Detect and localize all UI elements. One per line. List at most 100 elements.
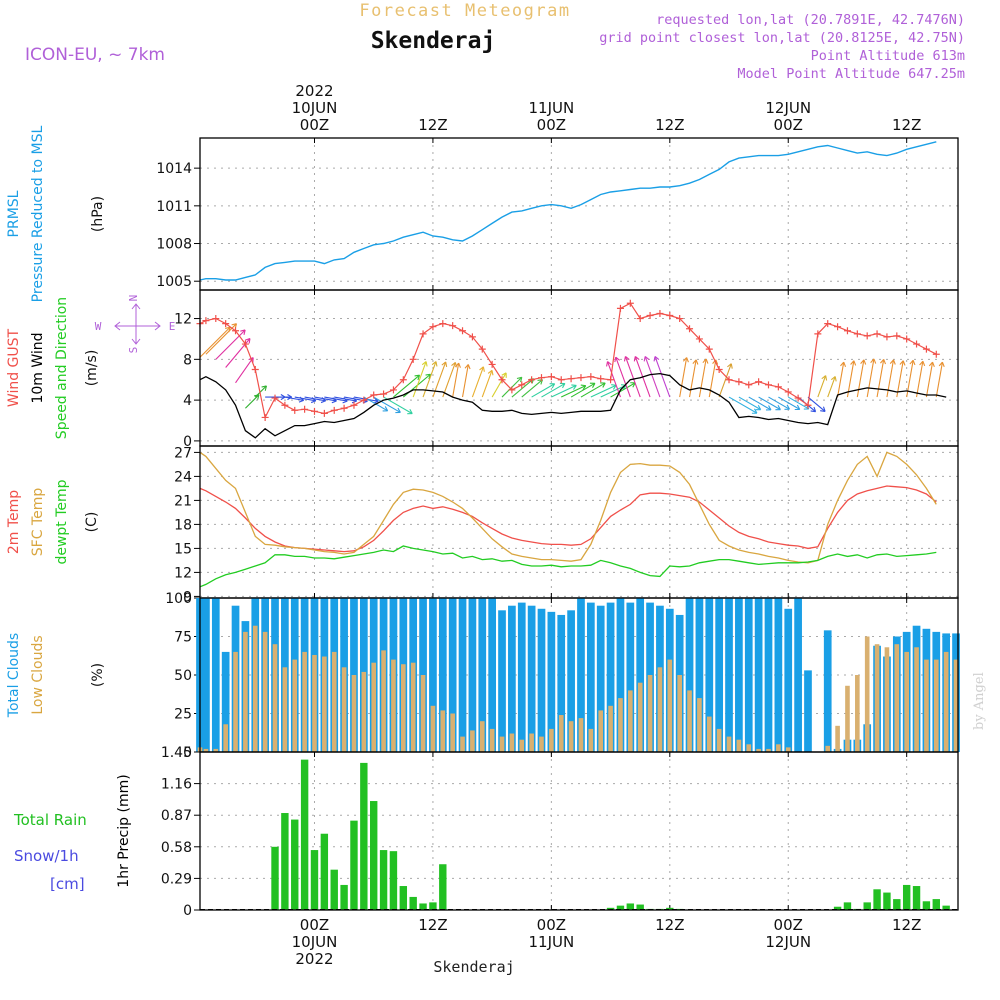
low-cloud-bar	[785, 747, 791, 752]
y-tick-label: 1014	[156, 161, 192, 177]
gust-marker	[903, 335, 911, 343]
gust-marker	[883, 333, 891, 341]
wind-barb	[481, 370, 493, 398]
rain-bar	[932, 899, 940, 910]
rain-bar	[912, 886, 921, 910]
panel-ylabel: 10m Wind	[30, 332, 46, 403]
y-tick-label: 0.29	[161, 871, 192, 887]
wind-barb-head	[382, 406, 389, 412]
wind-barb	[254, 385, 267, 398]
low-cloud-bar	[331, 651, 337, 752]
wind-barb	[531, 383, 555, 398]
wind-barb	[491, 372, 507, 398]
wind-barb-head	[794, 404, 801, 411]
gust-marker	[834, 323, 842, 331]
model-name: ICON-EU, ~ 7km	[25, 45, 165, 65]
total-cloud-bar	[527, 605, 536, 752]
y-tick-label: 8	[183, 352, 192, 368]
wind-barb	[561, 385, 586, 398]
low-cloud-bar	[489, 728, 495, 752]
gust-marker	[577, 374, 585, 382]
panel-ylabel: SFC Temp	[30, 488, 46, 557]
wind-barb	[422, 361, 437, 398]
low-cloud-bar	[953, 659, 959, 752]
wind-barb	[896, 360, 904, 398]
temperature-panel: 9 12 15 18 21 24 27 2m Temp SFC Temp dewpt Temp (C…	[6, 445, 959, 605]
y-tick-label: 0	[183, 745, 192, 761]
wind-barb	[205, 323, 237, 355]
wind-panel: 0 4 8 12 Wind GUST 10m Wind Speed and Directio…	[0, 0, 959, 450]
wind-barb-head	[692, 359, 699, 365]
low-cloud-bar	[855, 675, 860, 752]
low-cloud-bar	[578, 718, 584, 752]
gust-marker	[528, 376, 536, 384]
bottom-tick-label: 10JUN	[292, 933, 338, 951]
total-cloud-bar	[804, 670, 812, 752]
low-cloud-bar	[233, 651, 238, 752]
sfc-temp-line	[199, 451, 937, 564]
gust-marker	[695, 335, 703, 343]
gust-marker	[774, 383, 782, 391]
wind-barb	[600, 384, 627, 398]
top-tick-label: 10JUN	[292, 99, 338, 117]
low-cloud-bar	[598, 710, 604, 752]
total-cloud-bar	[488, 598, 496, 752]
low-cloud-bar	[479, 721, 485, 752]
wind-barb-head	[821, 375, 828, 381]
rain-bar	[843, 902, 852, 910]
low-cloud-bar	[558, 715, 564, 752]
low-cloud-bar	[835, 725, 840, 752]
panel-unit: (C)	[84, 512, 100, 533]
wind-barb	[521, 379, 543, 398]
gust-marker	[804, 401, 812, 409]
y-tick-label: 100	[165, 591, 192, 607]
wind-barb-head	[653, 356, 660, 362]
wind-barb	[837, 362, 845, 398]
wind-barb-head	[682, 357, 689, 363]
wind-barb-head	[765, 405, 772, 411]
panel-ylabel: dewpt Temp	[54, 479, 70, 564]
low-cloud-bar	[884, 647, 890, 752]
total-cloud-bar	[478, 598, 487, 752]
wind-barb-head	[431, 361, 438, 367]
wind-barb	[886, 359, 895, 398]
gust-marker	[310, 407, 318, 415]
wind-barb-head	[870, 358, 877, 364]
rain-bar	[419, 903, 427, 910]
rain-bar	[893, 899, 901, 910]
low-cloud-bar	[924, 659, 929, 752]
low-cloud-bar	[450, 713, 455, 752]
wind-barb-head	[571, 384, 577, 390]
bottom-tick-label: 00Z	[300, 916, 329, 934]
wind-barb	[541, 383, 566, 398]
gust-marker	[478, 345, 486, 353]
wind-barb	[615, 356, 631, 398]
low-cloud-bar	[420, 675, 426, 752]
gust-marker	[656, 309, 664, 317]
gust-marker	[498, 376, 506, 384]
low-cloud-bar	[845, 685, 850, 752]
gridpoint-coords: grid point closest lon,lat (20.8125E, 42…	[599, 30, 965, 46]
low-cloud-bar	[203, 748, 209, 752]
low-cloud-bar	[776, 744, 781, 752]
gust-marker	[646, 311, 654, 319]
wind-barb	[511, 378, 535, 398]
wind-barb-head	[775, 404, 781, 411]
wind-barb-head	[850, 360, 857, 366]
total-cloud-bar	[438, 598, 447, 752]
gust-marker	[291, 406, 299, 414]
total-cloud-bar	[774, 598, 783, 752]
gust-marker	[626, 299, 634, 307]
low-cloud-bar	[401, 664, 406, 752]
wind-barb-head	[938, 361, 945, 368]
wind-barb	[412, 361, 427, 398]
low-cloud-bar	[933, 659, 939, 752]
gust-marker	[281, 401, 289, 409]
y-tick-label: 0	[183, 434, 192, 450]
total-cloud-bar	[823, 630, 832, 752]
rain-bar	[271, 846, 279, 910]
wind-barb	[916, 361, 924, 398]
total-cloud-bar	[626, 602, 635, 752]
wind-barb-head	[245, 338, 251, 344]
y-tick-label: 0.58	[161, 840, 192, 856]
